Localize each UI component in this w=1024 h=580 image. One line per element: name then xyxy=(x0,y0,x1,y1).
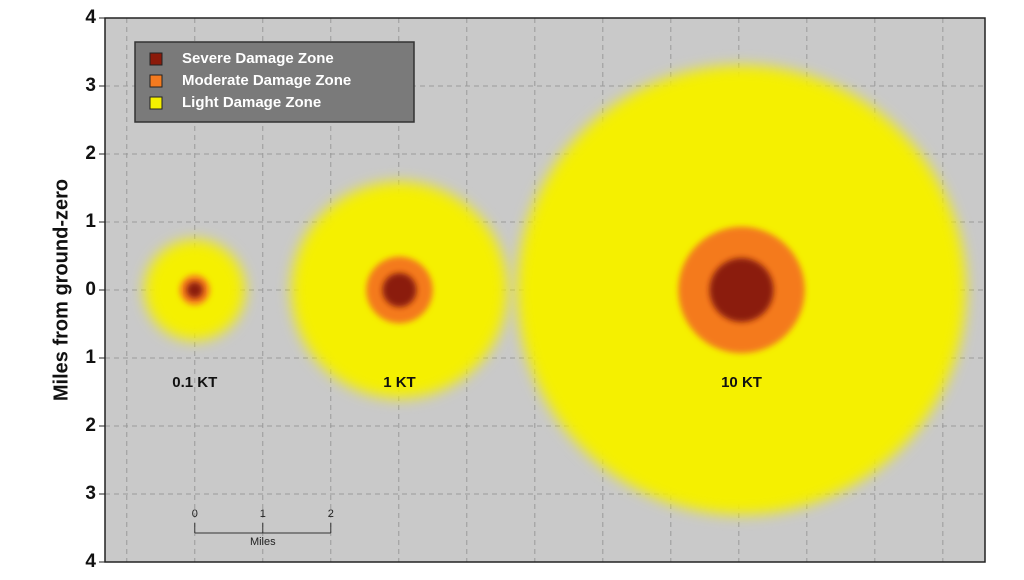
legend-box xyxy=(134,41,415,123)
legend-label: Light Damage Zone xyxy=(182,94,321,111)
damage-zone xyxy=(709,258,774,322)
damage-zone xyxy=(186,281,203,299)
y-tick-label: 3 xyxy=(85,483,96,504)
scale-bar: 0 1 2 Miles xyxy=(192,508,334,548)
y-axis-label: Miles from ground-zero xyxy=(50,179,72,401)
y-tick-label: 0 xyxy=(85,279,96,300)
yield-label: 10 KT xyxy=(721,374,762,391)
legend-swatch xyxy=(149,74,163,88)
y-tick-label: 1 xyxy=(85,347,96,368)
legend-label: Moderate Damage Zone xyxy=(182,72,351,89)
legend-swatch xyxy=(149,52,163,66)
y-tick-label: 4 xyxy=(85,551,96,572)
y-tick-label: 1 xyxy=(85,211,96,232)
yield-label: 0.1 KT xyxy=(172,374,217,391)
scale-tick-label: 2 xyxy=(328,508,334,520)
scale-bar-label: Miles xyxy=(250,536,276,548)
zones xyxy=(144,65,966,515)
y-tick-label: 4 xyxy=(85,7,96,28)
scale-tick-label: 0 xyxy=(192,508,198,520)
yield-label: 1 KT xyxy=(383,374,416,391)
scale-tick-label: 1 xyxy=(260,508,266,520)
y-tick-label: 2 xyxy=(85,143,96,164)
y-tick-label: 3 xyxy=(85,75,96,96)
legend-label: Severe Damage Zone xyxy=(182,50,334,67)
y-tick-label: 2 xyxy=(85,415,96,436)
damage-zone xyxy=(382,273,417,307)
legend-swatch xyxy=(149,96,163,110)
legend: Severe Damage Zone Moderate Damage Zone Li… xyxy=(134,41,415,123)
